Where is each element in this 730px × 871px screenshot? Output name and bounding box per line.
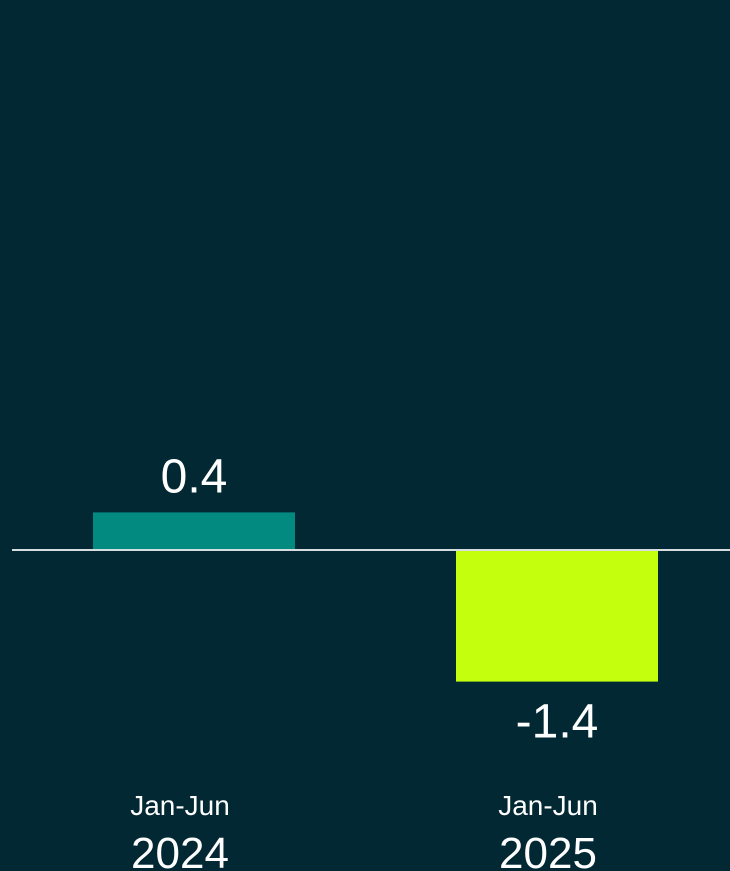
bar-2 (456, 550, 658, 682)
category-label-line1-2: Jan-Jun (498, 790, 598, 821)
category-label-line2-2: 2025 (499, 829, 597, 871)
category-label-line2-1: 2024 (131, 829, 229, 871)
category-label-line1-1: Jan-Jun (130, 790, 230, 821)
data-label-2: -1.4 (516, 696, 599, 749)
data-label-1: 0.4 (161, 450, 228, 503)
bar-1 (93, 512, 295, 550)
